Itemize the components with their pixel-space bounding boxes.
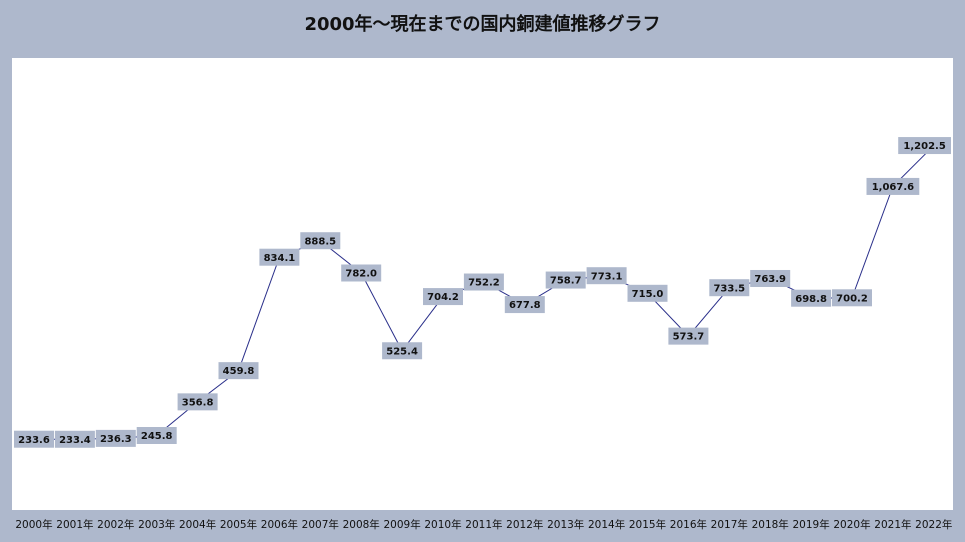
data-label-box [750, 269, 791, 287]
chart-title: 2000年～現在までの国内銅建値推移グラフ [304, 14, 661, 35]
data-label-box [898, 137, 951, 155]
data-label: 525.4 [386, 346, 418, 357]
data-label-box [54, 430, 95, 448]
plot-area: 233.6 233.4 236.3 245.8 356.8 459.8 834.1 888.5… [12, 58, 953, 531]
data-label-box [832, 289, 872, 307]
data-label-box [95, 429, 136, 447]
x-tick-label: 2001年 [56, 518, 93, 531]
data-label-box [177, 393, 218, 411]
data-labels: 233.6 233.4 236.3 245.8 356.8 459.8 834.1 888.5… [14, 137, 951, 448]
x-tick-label: 2003年 [138, 518, 175, 531]
x-tick-label: 2016年 [670, 518, 707, 531]
data-label: 233.4 [59, 435, 91, 446]
data-label-box [341, 264, 382, 282]
x-axis-tick-labels: 2000年 2001年 2002年 2003年 2004年 2005年 2006年 2007年… [15, 518, 952, 531]
data-label: 758.7 [550, 276, 582, 287]
x-tick-label: 2013年 [547, 518, 584, 531]
data-label-box [586, 267, 627, 285]
data-label: 763.9 [754, 274, 786, 285]
x-tick-label: 2017年 [711, 518, 748, 531]
data-label-box [791, 289, 832, 307]
data-label: 773.1 [591, 271, 623, 282]
x-tick-label: 2000年 [15, 518, 52, 531]
data-label: 704.2 [427, 292, 459, 303]
data-label: 733.5 [713, 283, 745, 294]
data-label: 700.2 [836, 293, 868, 304]
data-label: 245.8 [141, 431, 173, 442]
data-label: 834.1 [264, 253, 296, 264]
x-tick-label: 2014年 [588, 518, 625, 531]
data-label: 677.8 [509, 300, 541, 311]
x-tick-label: 2012年 [506, 518, 543, 531]
data-label-box [14, 430, 54, 448]
x-tick-label: 2020年 [833, 518, 870, 531]
data-label: 888.5 [304, 236, 336, 247]
data-label-box [866, 177, 920, 195]
x-tick-label: 2004年 [179, 518, 216, 531]
line-chart: 233.6 233.4 236.3 245.8 356.8 459.8 834.1 888.5… [14, 137, 952, 531]
data-label: 752.2 [468, 278, 500, 289]
data-label-box [382, 342, 423, 360]
x-tick-label: 2009年 [383, 518, 420, 531]
data-label-box [668, 327, 709, 345]
x-tick-label: 2002年 [97, 518, 134, 531]
data-label-box [504, 296, 545, 314]
data-label: 233.6 [18, 435, 50, 446]
data-label-box [627, 284, 668, 302]
data-label-box [423, 288, 463, 306]
data-label: 356.8 [182, 397, 214, 408]
x-tick-label: 2018年 [752, 518, 789, 531]
data-label: 1,202.5 [903, 141, 945, 152]
data-label: 573.7 [673, 332, 705, 343]
x-tick-label: 2022年 [915, 518, 952, 531]
data-label-box [300, 232, 341, 250]
data-label: 236.3 [100, 434, 132, 445]
x-tick-label: 2011年 [465, 518, 502, 531]
data-label: 715.0 [632, 289, 664, 300]
data-label: 459.8 [223, 366, 255, 377]
data-label-box [709, 279, 750, 297]
data-label-box [218, 362, 259, 380]
x-tick-label: 2006年 [261, 518, 298, 531]
data-label-box [136, 427, 177, 445]
x-tick-label: 2010年 [424, 518, 461, 531]
data-label-box [463, 273, 504, 291]
x-tick-label: 2005年 [220, 518, 257, 531]
x-tick-label: 2021年 [874, 518, 911, 531]
data-label-box [545, 271, 586, 289]
data-label-box [259, 248, 300, 266]
x-tick-label: 2019年 [792, 518, 829, 531]
data-label: 782.0 [345, 269, 377, 280]
x-tick-label: 2008年 [343, 518, 380, 531]
x-tick-label: 2015年 [629, 518, 666, 531]
data-label: 698.8 [795, 294, 827, 305]
x-tick-label: 2007年 [302, 518, 339, 531]
data-label: 1,067.6 [872, 182, 914, 193]
drop-lines [33, 145, 935, 510]
